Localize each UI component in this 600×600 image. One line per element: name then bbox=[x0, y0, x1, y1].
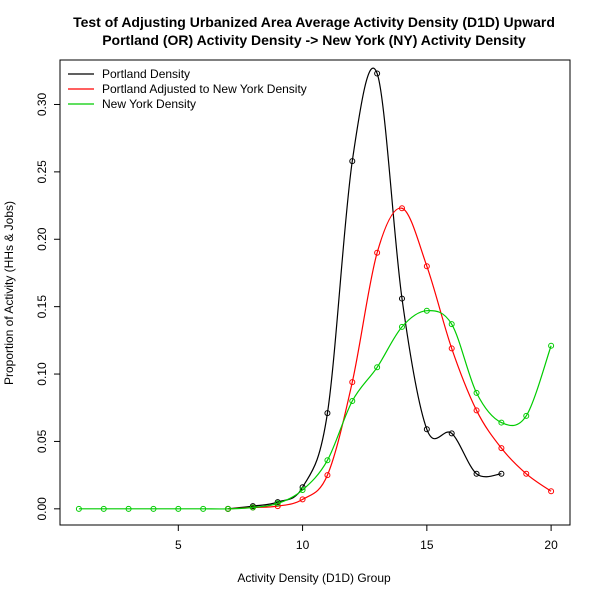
data-point bbox=[398, 323, 405, 330]
y-tick-label: 0.05 bbox=[35, 429, 49, 453]
data-point bbox=[498, 470, 505, 477]
data-point bbox=[324, 472, 331, 479]
y-tick-label: 0.30 bbox=[35, 92, 49, 116]
data-point bbox=[398, 205, 405, 212]
data-point bbox=[324, 410, 331, 417]
data-point bbox=[349, 158, 356, 165]
series-layer bbox=[75, 67, 555, 512]
data-point bbox=[175, 505, 182, 512]
y-tick-label: 0.20 bbox=[35, 227, 49, 251]
data-point bbox=[473, 389, 480, 396]
series-line bbox=[78, 309, 552, 510]
y-tick-label: 0.15 bbox=[35, 295, 49, 319]
x-tick-label: 5 bbox=[175, 538, 182, 552]
data-point bbox=[374, 249, 381, 256]
chart-subtitle: Portland (OR) Activity Density -> New Yo… bbox=[102, 32, 526, 48]
data-point bbox=[299, 496, 306, 503]
data-point bbox=[448, 430, 455, 437]
data-point bbox=[100, 505, 107, 512]
x-tick-label: 20 bbox=[544, 538, 558, 552]
data-point bbox=[374, 70, 381, 77]
data-point bbox=[473, 470, 480, 477]
y-tick-label: 0.10 bbox=[35, 362, 49, 386]
data-point bbox=[125, 505, 132, 512]
series-line bbox=[227, 67, 502, 510]
legend-label: New York Density bbox=[102, 97, 196, 111]
series-line bbox=[227, 207, 552, 510]
y-tick-label: 0.25 bbox=[35, 160, 49, 184]
data-point bbox=[398, 295, 405, 302]
series-2 bbox=[75, 307, 555, 512]
y-tick-label: 0.00 bbox=[35, 497, 49, 521]
data-point bbox=[200, 505, 207, 512]
data-point bbox=[523, 412, 530, 419]
data-point bbox=[498, 445, 505, 452]
data-point bbox=[473, 407, 480, 414]
data-point bbox=[548, 488, 555, 495]
data-point bbox=[75, 505, 82, 512]
chart-title: Test of Adjusting Urbanized Area Average… bbox=[73, 14, 555, 30]
legend-label: Portland Adjusted to New York Density bbox=[102, 82, 307, 96]
plot-frame bbox=[59, 59, 571, 526]
data-point bbox=[448, 345, 455, 352]
data-point bbox=[299, 486, 306, 493]
data-point bbox=[498, 419, 505, 426]
data-point bbox=[324, 457, 331, 464]
data-point bbox=[150, 505, 157, 512]
data-point bbox=[249, 504, 256, 511]
data-point bbox=[448, 321, 455, 328]
data-point bbox=[423, 263, 430, 270]
data-point bbox=[423, 426, 430, 433]
x-tick-label: 15 bbox=[420, 538, 434, 552]
x-axis-title: Activity Density (D1D) Group bbox=[237, 571, 391, 585]
y-axis: 0.00 0.05 0.10 0.15 0.20 0.25 0.30 bbox=[35, 92, 60, 521]
x-tick-label: 10 bbox=[296, 538, 310, 552]
data-point bbox=[349, 398, 356, 404]
data-point bbox=[548, 342, 555, 349]
x-axis: 5 10 15 20 bbox=[175, 525, 558, 552]
y-axis-title: Proportion of Activity (HHs & Jobs) bbox=[2, 201, 16, 385]
data-point bbox=[274, 500, 281, 507]
data-point bbox=[523, 470, 530, 477]
data-point bbox=[423, 307, 430, 314]
legend-label: Portland Density bbox=[102, 67, 190, 81]
data-point bbox=[349, 379, 356, 386]
data-point bbox=[225, 505, 232, 512]
data-point bbox=[374, 364, 381, 371]
